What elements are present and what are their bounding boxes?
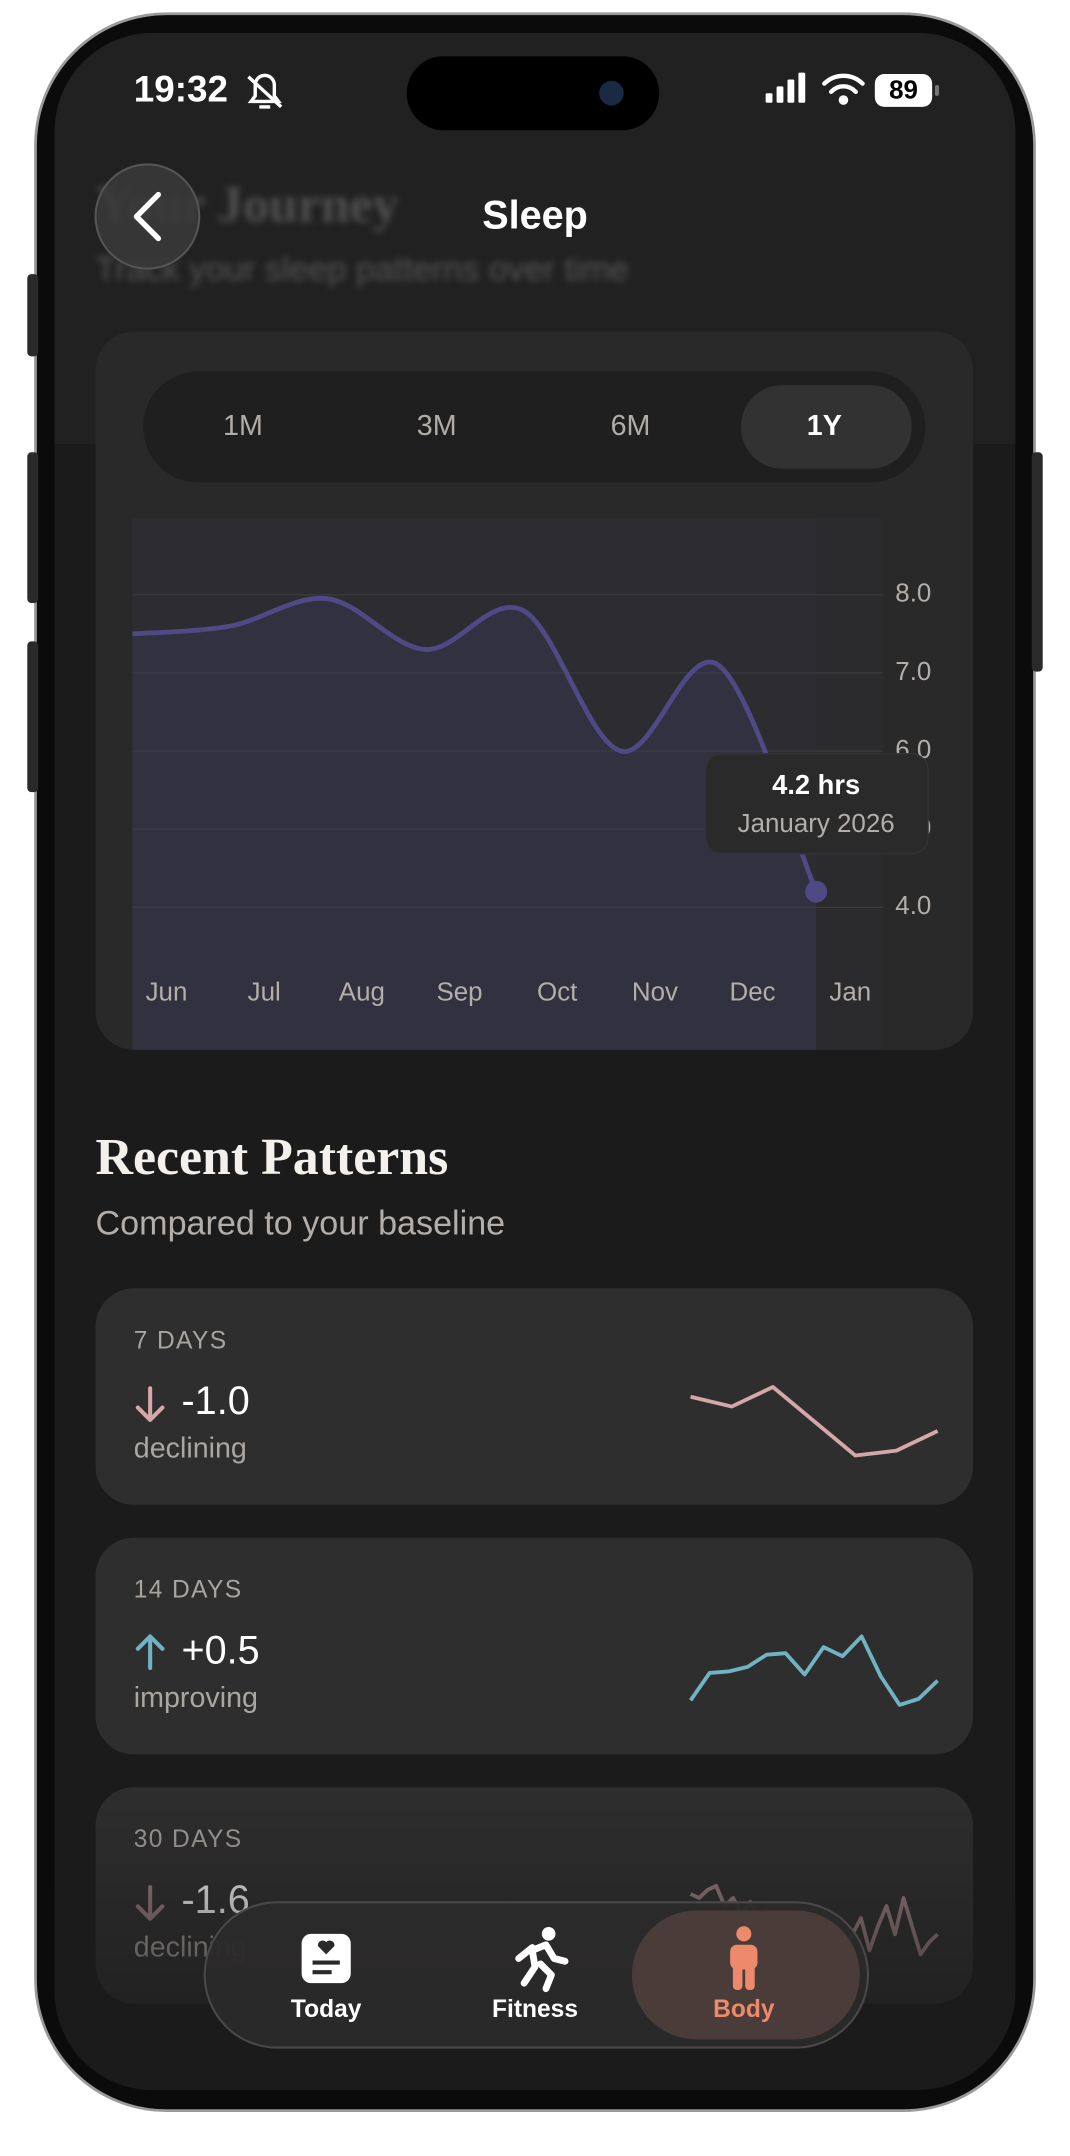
tab-icon-part <box>736 1926 752 1942</box>
segment-label[interactable]: 3M <box>417 410 457 442</box>
trend-arrow <box>135 1634 165 1671</box>
wifi-dot <box>838 95 849 105</box>
x-tick-label: Jul <box>248 976 281 1006</box>
x-tick-label: Aug <box>339 976 385 1006</box>
y-tick-label: 7.0 <box>895 656 931 686</box>
selected-point <box>805 880 828 903</box>
tab-label[interactable]: Body <box>713 1996 775 2023</box>
side-button <box>27 641 39 793</box>
card-trend: improving <box>134 1682 258 1714</box>
side-button <box>27 452 39 604</box>
plot-area <box>132 518 817 1050</box>
camera <box>599 80 624 106</box>
side-button <box>27 274 39 357</box>
x-tick-label: Dec <box>730 976 776 1006</box>
back-subtitle: Track your sleep patterns over time <box>96 250 629 288</box>
pattern-card[interactable] <box>95 1288 974 1505</box>
tab-icon-part <box>515 1941 569 1993</box>
x-tick-label: Jan <box>829 976 871 1006</box>
tooltip-date: January 2026 <box>738 808 895 838</box>
back-button[interactable] <box>94 163 201 270</box>
trend-arrow <box>135 1386 165 1422</box>
segment-label[interactable]: 6M <box>611 410 651 442</box>
line-area <box>132 598 817 1050</box>
sparkline <box>689 1634 939 1707</box>
mute-icon <box>247 73 283 109</box>
section-title: Recent Patterns <box>96 1129 449 1186</box>
tab-label[interactable]: Today <box>291 1996 362 2023</box>
tooltip-value: 4.2 hrs <box>772 769 860 800</box>
tab-label[interactable]: Fitness <box>492 1996 578 2023</box>
tab-items: Today Fitness Body <box>291 1910 860 2040</box>
x-tick-label: Nov <box>632 976 678 1006</box>
card-period: 14 DAYS <box>134 1577 243 1604</box>
card-period: 7 DAYS <box>134 1327 228 1354</box>
tab-icon <box>515 1926 569 1993</box>
segments: 1M 3M 6M 1Y <box>223 385 912 469</box>
battery-level: 89 <box>889 75 918 105</box>
segment-label[interactable]: 1M <box>223 410 263 442</box>
card-change: -1.0 <box>182 1379 250 1423</box>
side-button <box>1031 452 1043 672</box>
battery <box>874 74 933 107</box>
tab-icon-part <box>301 1933 351 1984</box>
segment-label[interactable]: 1Y <box>807 410 842 442</box>
tab-icon <box>301 1933 351 1984</box>
x-tick-label: Oct <box>537 976 578 1006</box>
x-tick-label: Sep <box>436 976 482 1006</box>
wifi-icon <box>822 73 865 95</box>
back-chevron <box>133 191 162 242</box>
chart: 4.05.06.07.08.0JunJulAugSepOctNovDecJan4… <box>132 578 931 1050</box>
tab-icon-part <box>312 1960 340 1975</box>
segment-selected <box>741 385 912 469</box>
page-title: Sleep <box>482 193 588 237</box>
section-subtitle: Compared to your baseline <box>96 1204 506 1242</box>
card-trend: declining <box>134 1433 247 1465</box>
signal-icon <box>765 72 806 103</box>
dynamic-island <box>406 56 660 131</box>
tab-icon-part <box>541 1926 556 1941</box>
status-time: 19:32 <box>134 69 228 110</box>
range-selector <box>143 371 926 483</box>
pattern-card[interactable] <box>95 1537 974 1755</box>
battery-tip <box>934 84 939 96</box>
y-tick-label: 8.0 <box>895 578 931 608</box>
tab-icon-part <box>745 1963 755 1991</box>
y-tick-label: 4.0 <box>895 890 931 920</box>
sparkline <box>690 1385 939 1458</box>
tab-icon <box>730 1926 758 1991</box>
tab-icon-part <box>730 1944 758 1970</box>
tab-icon-part <box>732 1963 743 1991</box>
x-tick-label: Jun <box>146 976 188 1006</box>
card-change: +0.5 <box>182 1628 260 1672</box>
tooltip <box>704 753 929 855</box>
line <box>132 595 819 893</box>
tab-icon-part <box>317 1940 335 1955</box>
screen-content: 19:32 89 Your Journey Track your sleep p… <box>54 32 1016 2091</box>
